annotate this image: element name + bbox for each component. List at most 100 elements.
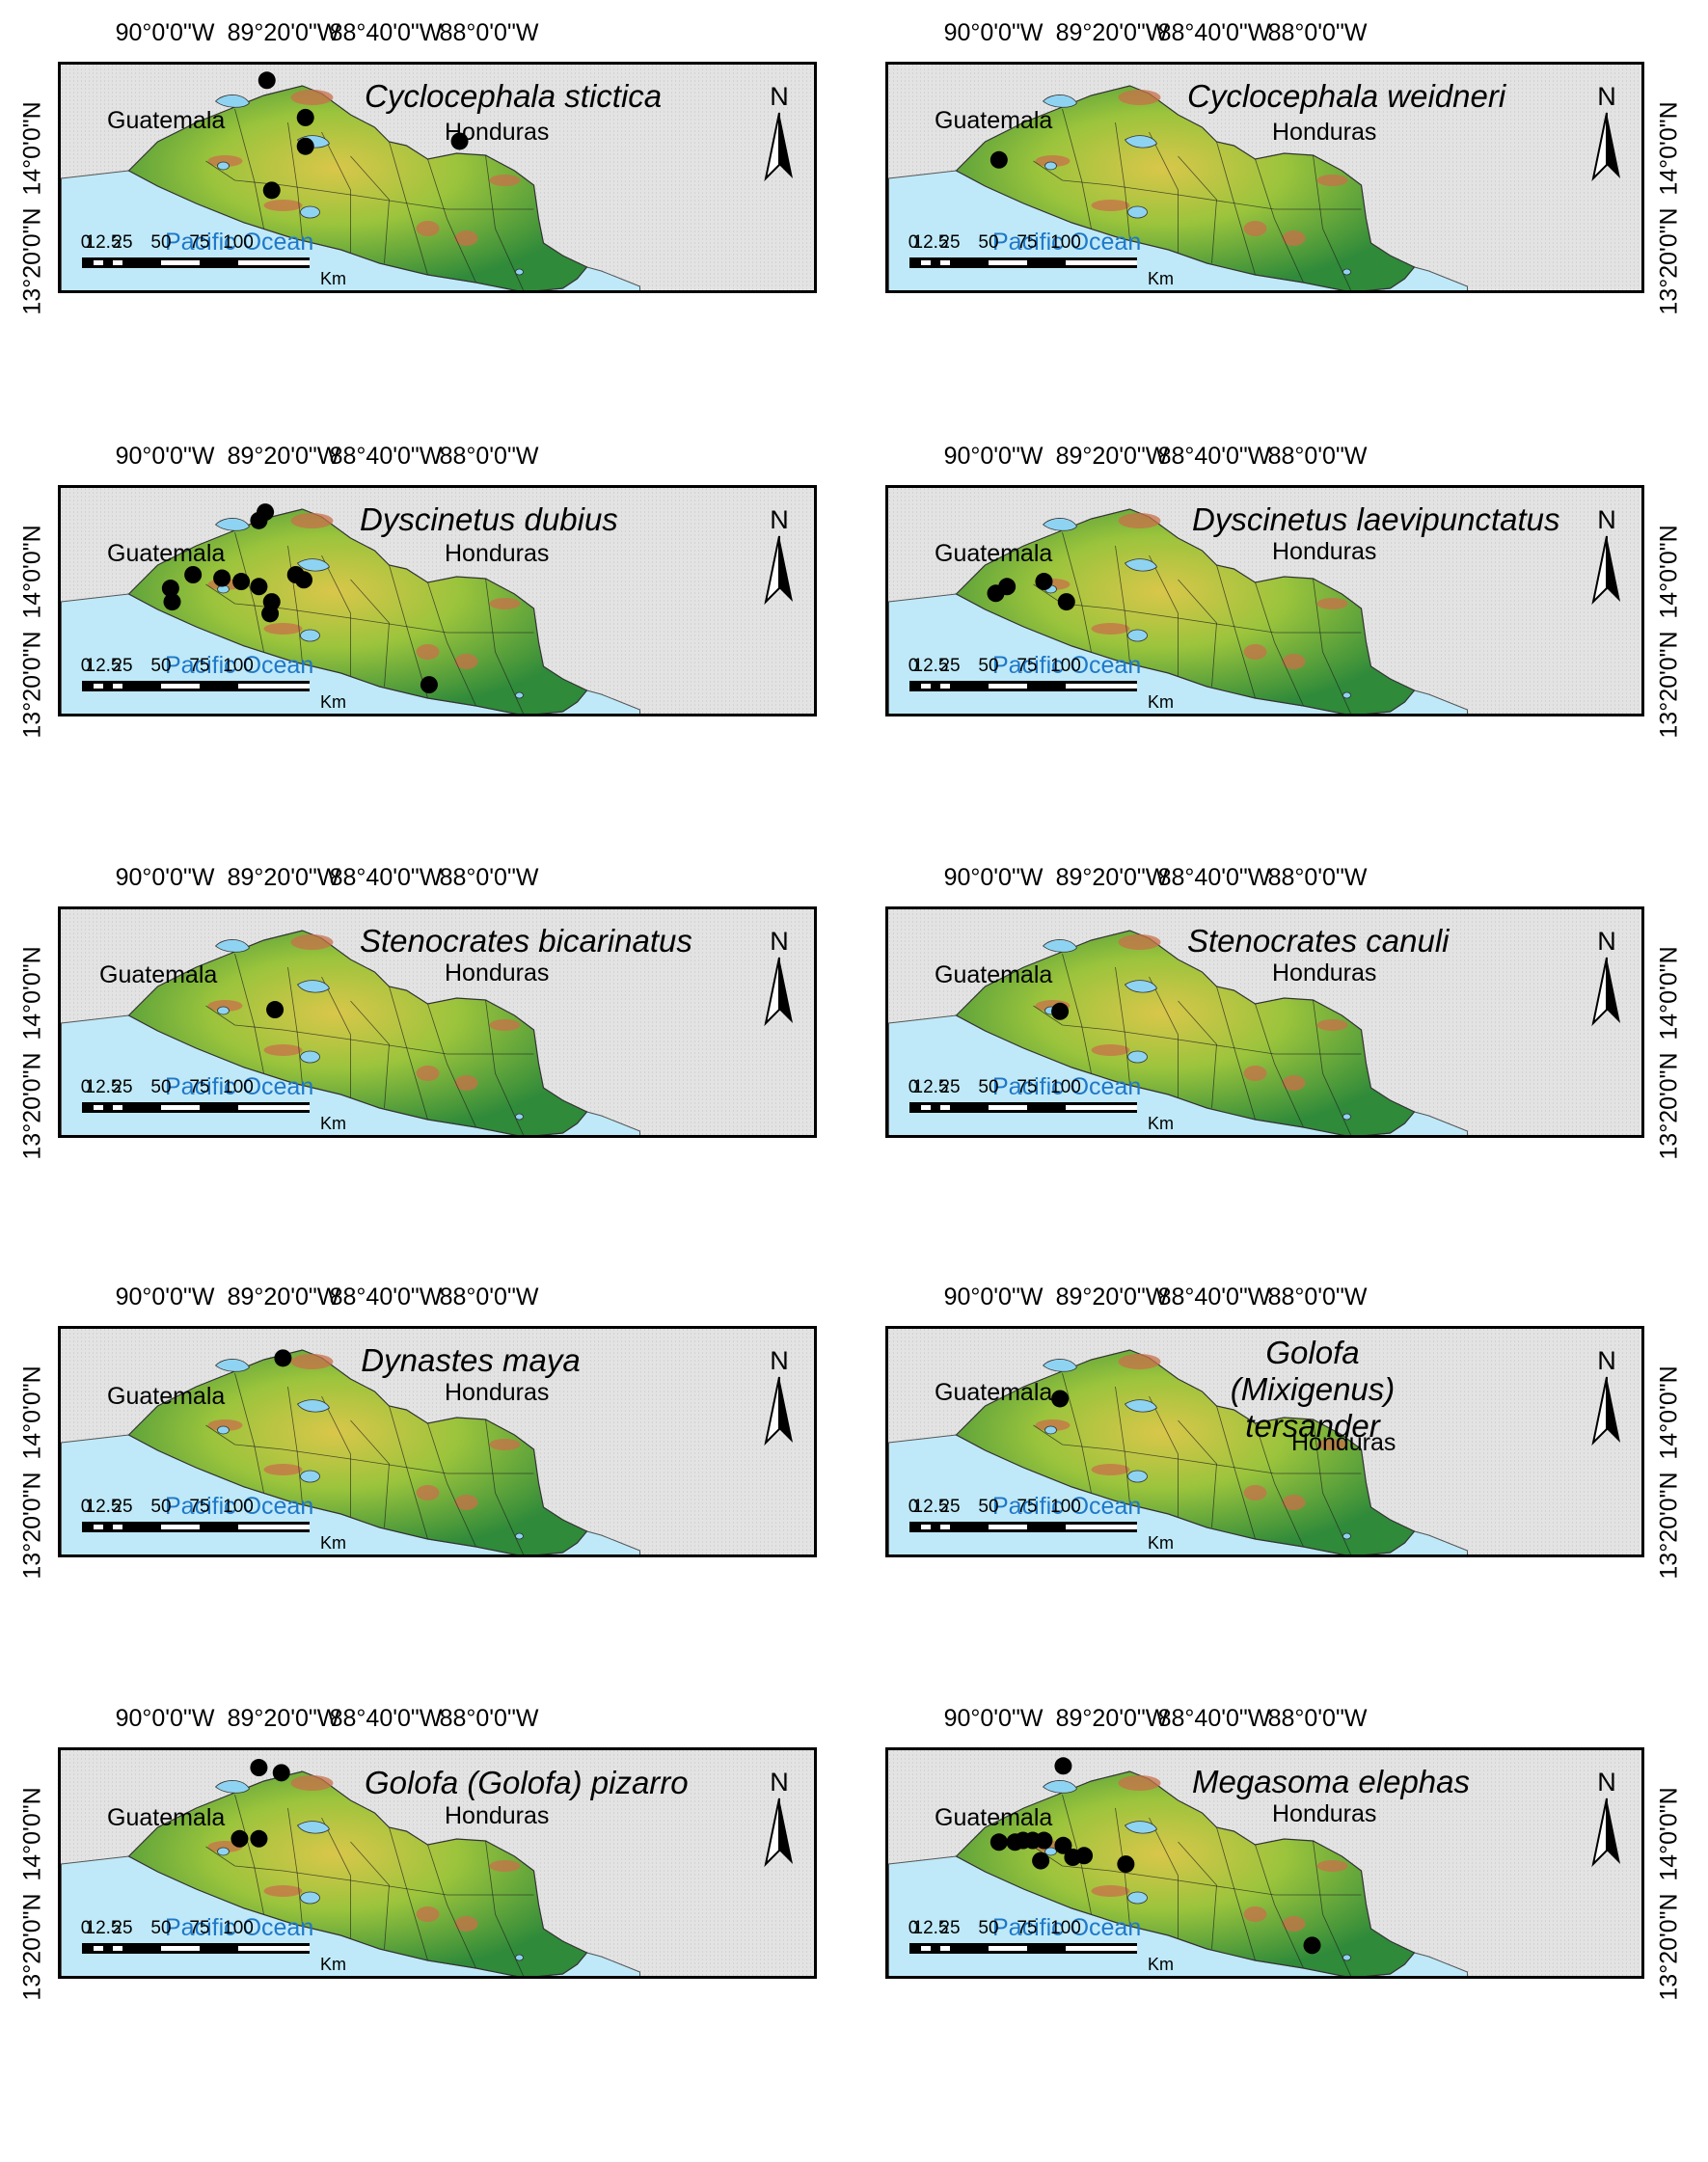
latitude-tick-label: 14°0'0"N xyxy=(18,101,46,196)
north-arrow: N xyxy=(1587,1346,1626,1452)
department-boundary xyxy=(1115,966,1130,1086)
longitude-tick-label: 90°0'0"W xyxy=(115,443,215,470)
highland-area xyxy=(489,1439,521,1450)
department-boundary xyxy=(427,1844,476,1969)
north-arrow-icon xyxy=(764,535,793,606)
guatemala-label: Guatemala xyxy=(935,1804,1053,1831)
longitude-tick-label: 90°0'0"W xyxy=(115,19,215,46)
scale-bar-white-segment xyxy=(1066,260,1137,265)
scale-number: 0 xyxy=(908,232,919,253)
scale-bar-white-segment xyxy=(161,1105,200,1110)
lake-olomega xyxy=(515,691,524,699)
scale-number: 25 xyxy=(112,232,133,253)
scale-number: 12.5 xyxy=(85,1077,122,1097)
scale-bar-white-segment xyxy=(989,1525,1027,1529)
highland-area xyxy=(416,1066,440,1081)
highland-area xyxy=(1243,644,1267,660)
scale-number: 50 xyxy=(150,656,172,676)
scale-bar-white-segment xyxy=(921,1105,931,1110)
scale-bar-white-segment xyxy=(238,1525,310,1529)
department-boundary xyxy=(1033,160,1362,210)
highland-area xyxy=(489,1019,521,1031)
highland-area xyxy=(1035,1419,1071,1431)
department-boundary xyxy=(389,1405,428,1540)
scale-bar: 0 12.5 25 50 75 100 Km xyxy=(908,1497,1174,1553)
occurrence-record xyxy=(272,1764,290,1782)
department-boundary xyxy=(350,1841,390,1950)
occurrence-record xyxy=(250,578,268,596)
department-boundary xyxy=(1062,1372,1092,1494)
north-arrow: N xyxy=(1587,505,1626,611)
scale-number: 0 xyxy=(80,1497,92,1517)
scale-number: 25 xyxy=(939,232,961,253)
lake-reservoir xyxy=(296,558,330,572)
honduras-label: Honduras xyxy=(1291,1429,1396,1456)
scale-bar: 0 12.5 25 50 75 100 Km xyxy=(81,656,346,712)
longitude-tick-label: 88°40'0"W xyxy=(1157,864,1271,891)
map-frame: Dynastes maya Guatemala Honduras Pacific Oc… xyxy=(58,1326,817,1557)
species-name: Dyscinetus dubius xyxy=(360,501,618,537)
longitude-tick-label: 88°0'0"W xyxy=(1267,864,1368,891)
occurrence-record xyxy=(1054,1757,1072,1775)
latitude-tick-label: 14°0'0"N xyxy=(18,946,46,1040)
department-boundary xyxy=(234,1372,264,1494)
department-boundary xyxy=(1313,1419,1352,1554)
longitude-tick-label: 88°40'0"W xyxy=(1157,1284,1271,1311)
scale-number: 50 xyxy=(978,1497,999,1517)
scale-bar: 0 12.5 25 50 75 100 Km xyxy=(908,1918,1174,1974)
pacific-ocean-label: Pacific Ocean xyxy=(992,652,1142,679)
longitude-tick-label: 89°20'0"W xyxy=(1055,864,1169,891)
highland-area xyxy=(263,1885,303,1897)
scale-bar-white-segment xyxy=(940,1105,950,1110)
scale-bar: 0 12.5 25 50 75 100 Km xyxy=(81,1077,346,1133)
scale-bar-white-segment xyxy=(161,1946,200,1951)
longitude-tick-label: 90°0'0"W xyxy=(943,19,1044,46)
lake-reservoir xyxy=(1124,1821,1157,1834)
scale-number: 25 xyxy=(112,1077,133,1097)
pacific-ocean-label: Pacific Ocean xyxy=(992,1073,1142,1100)
lake-olomega xyxy=(1342,1532,1351,1540)
highland-area xyxy=(1091,1885,1130,1897)
species-name: Dynastes maya xyxy=(361,1342,581,1378)
scale-number: 50 xyxy=(978,1918,999,1938)
north-arrow: N xyxy=(1587,927,1626,1033)
scale-number: 75 xyxy=(1017,232,1038,253)
longitude-tick-label: 88°40'0"W xyxy=(1157,443,1271,470)
scale-unit: Km xyxy=(1148,1955,1174,1974)
department-boundary xyxy=(1255,581,1304,707)
scale-number: 75 xyxy=(189,1497,210,1517)
department-boundary xyxy=(205,583,534,634)
longitude-tick-label: 89°20'0"W xyxy=(227,864,340,891)
scale-number: 75 xyxy=(189,232,210,253)
scale-unit: Km xyxy=(1148,1114,1174,1133)
highland-area xyxy=(290,934,334,950)
department-boundary xyxy=(427,1003,476,1128)
scale-numbers: 0 12.5 25 50 75 100 xyxy=(81,232,318,254)
scale-bar-white-segment xyxy=(113,684,122,689)
guatemala-label: Guatemala xyxy=(107,540,226,567)
scale-bar-white-segment xyxy=(921,684,931,689)
occurrence-record xyxy=(266,1001,285,1019)
north-arrow-label: N xyxy=(1597,82,1616,111)
department-boundary xyxy=(205,160,534,210)
scale-bar-white-segment xyxy=(94,1525,103,1529)
highland-area xyxy=(1243,1906,1267,1922)
lake-reservoir xyxy=(1124,1399,1157,1413)
scale-number: 12.5 xyxy=(85,1918,122,1938)
north-arrow-icon xyxy=(1591,112,1620,182)
longitude-tick-label: 90°0'0"W xyxy=(115,1705,215,1732)
scale-number: 25 xyxy=(939,1918,961,1938)
map-frame: Stenocrates canuli Guatemala Honduras Pacif… xyxy=(885,906,1644,1138)
lake-olomega xyxy=(1342,1113,1351,1121)
department-boundary xyxy=(389,564,428,699)
longitude-tick-label: 88°0'0"W xyxy=(1267,443,1368,470)
occurrence-record xyxy=(1051,1002,1070,1020)
longitude-tick-label: 88°40'0"W xyxy=(1157,1705,1271,1732)
north-arrow-light-half xyxy=(1591,535,1608,606)
longitude-tick-label: 90°0'0"W xyxy=(943,1705,1044,1732)
department-boundary xyxy=(1149,131,1179,253)
department-boundary xyxy=(321,554,351,676)
latitude-tick-label: 14°0'0"N xyxy=(1655,946,1683,1040)
latitude-tick-label: 14°0'0"N xyxy=(1655,101,1683,196)
lake-ilopango xyxy=(1127,629,1148,642)
